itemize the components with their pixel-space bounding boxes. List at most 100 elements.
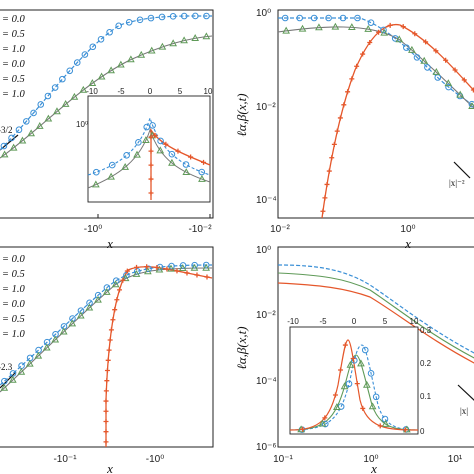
- bl-legend-5: β = 1.0: [0, 329, 25, 340]
- marker-triangle: [0, 150, 9, 158]
- br-curve-blue: [277, 264, 474, 354]
- marker-circle: [403, 44, 410, 51]
- bl-legend-0: β = 0.0: [0, 254, 25, 265]
- marker-star: [350, 356, 356, 362]
- marker-star: [412, 31, 418, 37]
- br-inset-ytick-0: 0.3: [420, 326, 432, 335]
- marker-circle: [97, 35, 105, 43]
- marker-star: [376, 29, 382, 35]
- tl-inset-xtick-1: -5: [117, 87, 125, 96]
- tr-curve-green: [277, 26, 474, 109]
- br-inset-xtick-2: 0: [352, 317, 357, 326]
- tl-inset-curve-orange: [150, 127, 211, 200]
- bl-legend-3: β = 0.0: [0, 299, 25, 310]
- marker-triangle: [68, 319, 77, 327]
- marker-star: [377, 423, 383, 429]
- tr-markers: [281, 14, 474, 214]
- br-inset: -10 -5 0 5 10 0.3 0.2 0.1 0: [287, 317, 431, 436]
- marker-circle: [180, 12, 188, 20]
- marker-triangle: [156, 146, 165, 154]
- marker-triangle: [76, 311, 85, 319]
- marker-star: [175, 148, 181, 154]
- marker-circle: [179, 262, 187, 269]
- bl-xtick-1: -10⁰: [146, 454, 164, 465]
- br-slope-label: |x|: [460, 406, 468, 416]
- marker-circle: [445, 83, 452, 91]
- marker-star: [124, 268, 130, 274]
- marker-triangle: [97, 72, 106, 80]
- marker-triangle: [333, 403, 341, 411]
- marker-star: [402, 427, 408, 433]
- marker-star: [331, 141, 337, 147]
- marker-star: [103, 398, 109, 404]
- marker-triangle: [190, 263, 199, 271]
- marker-star: [103, 388, 109, 394]
- marker-star: [112, 307, 118, 313]
- bl-slope-label: -2.3: [0, 362, 13, 372]
- panel-bottom-right: 10⁰ 10⁻² 10⁻⁴ 10⁻⁶ 10⁻¹ 10⁰ 10¹ x ℓα,β(x…: [234, 245, 474, 474]
- marker-star: [320, 208, 326, 214]
- marker-triangle: [35, 121, 44, 129]
- br-inset-ytick-3: 0: [420, 427, 425, 436]
- marker-star: [163, 141, 169, 147]
- br-curve-orange: [277, 282, 474, 364]
- marker-star: [461, 77, 467, 83]
- marker-star: [148, 134, 154, 140]
- marker-star: [400, 24, 406, 30]
- marker-triangle: [155, 265, 164, 273]
- marker-circle: [0, 142, 8, 150]
- marker-triangle: [381, 419, 390, 427]
- marker-star: [360, 51, 366, 57]
- marker-star: [174, 268, 180, 274]
- marker-star: [332, 392, 338, 398]
- marker-star: [107, 337, 113, 343]
- marker-triangle: [127, 55, 135, 63]
- marker-triangle: [178, 264, 187, 272]
- marker-circle: [380, 26, 387, 34]
- marker-triangle: [168, 158, 176, 166]
- marker-triangle: [315, 23, 323, 31]
- marker-triangle: [102, 287, 111, 295]
- br-ytick-0: 10⁰: [256, 245, 271, 256]
- marker-triangle: [53, 107, 61, 115]
- tr-ytick-0: 10⁰: [256, 8, 271, 19]
- marker-circle: [198, 168, 206, 176]
- marker-star: [201, 159, 207, 165]
- marker-triangle: [17, 367, 26, 375]
- marker-triangle: [117, 60, 125, 68]
- br-inset-ytick-1: 0.2: [420, 359, 432, 368]
- marker-star: [105, 357, 111, 363]
- br-inset-xtick-4: 10: [410, 317, 419, 326]
- marker-circle: [424, 64, 431, 71]
- tl-slope-label: -3/2: [0, 125, 13, 135]
- marker-star: [324, 181, 330, 187]
- marker-triangle: [107, 172, 115, 180]
- marker-circle: [92, 168, 100, 176]
- marker-circle: [203, 12, 210, 20]
- tl-curve-blue: [0, 15, 213, 151]
- marker-circle: [157, 137, 164, 145]
- marker-star: [367, 39, 373, 45]
- marker-star: [148, 148, 154, 154]
- marker-triangle: [282, 26, 291, 34]
- marker-circle: [135, 139, 142, 146]
- tl-inset: -10 -5 0 5 10 10⁰: [76, 87, 213, 203]
- tr-curve-blue: [278, 17, 474, 107]
- tr-ytick-2: 10⁻⁴: [256, 195, 277, 206]
- tl-legend-3: β = 0.0: [0, 59, 25, 70]
- br-ytick-2: 10⁻⁴: [256, 376, 277, 387]
- br-inset-xtick-1: -5: [319, 317, 327, 326]
- marker-triangle: [59, 327, 68, 335]
- br-ytick-1: 10⁻²: [256, 310, 276, 321]
- bl-legend-2: β = 1.0: [0, 284, 25, 295]
- br-inset-xtick-0: -10: [287, 317, 299, 326]
- marker-circle: [192, 12, 199, 20]
- bl-xtick-0: -10⁻¹: [53, 454, 77, 465]
- tl-legend-2: β = 1.0: [0, 44, 25, 55]
- marker-circle: [168, 150, 176, 158]
- marker-circle: [158, 13, 166, 21]
- marker-star: [433, 48, 439, 54]
- marker-star: [300, 426, 306, 432]
- marker-circle: [168, 262, 175, 270]
- bl-curve-green: [0, 267, 213, 393]
